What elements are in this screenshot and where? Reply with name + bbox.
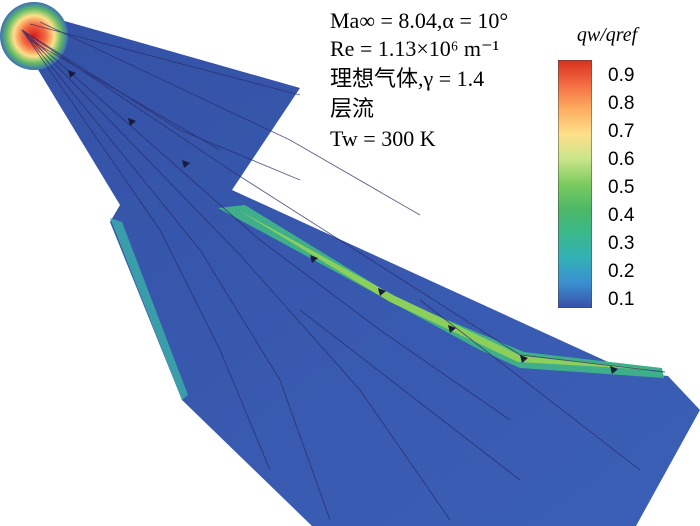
flow-regime-label: 层流 [330, 96, 375, 121]
strake-heat-band [218, 205, 664, 378]
colorbar-tick-label: 0.3 [608, 233, 635, 254]
vehicle-body [14, 18, 700, 526]
colorbar [558, 60, 592, 308]
colorbar-tick-label: 0.7 [608, 121, 635, 142]
streamline-arrows [68, 70, 618, 374]
streamlines [21, 21, 666, 521]
leading-edge-strip [110, 218, 188, 400]
colorbar-tick-label: 0.8 [608, 93, 635, 114]
nose-stagnation-region [0, 2, 68, 70]
gas-model-label: 理想气体,γ = 1.4 [330, 66, 485, 91]
reynolds-label: Re = 1.13×10⁶ m⁻¹ [330, 36, 500, 61]
colorbar-tick-label: 0.1 [608, 289, 635, 310]
mach-alpha-label: Ma∞ = 8.04,α = 10° [330, 8, 509, 33]
colorbar-title: qw/qref [576, 24, 638, 46]
colorbar-tick-label: 0.4 [608, 205, 635, 226]
colorbar-tick-label: 0.6 [608, 149, 635, 170]
colorbar-tick-label: 0.5 [608, 177, 635, 198]
wall-temperature-label: Tw = 300 K [330, 126, 436, 151]
colorbar-tick-label: 0.2 [608, 261, 635, 282]
colorbar-tick-label: 0.9 [608, 65, 635, 86]
